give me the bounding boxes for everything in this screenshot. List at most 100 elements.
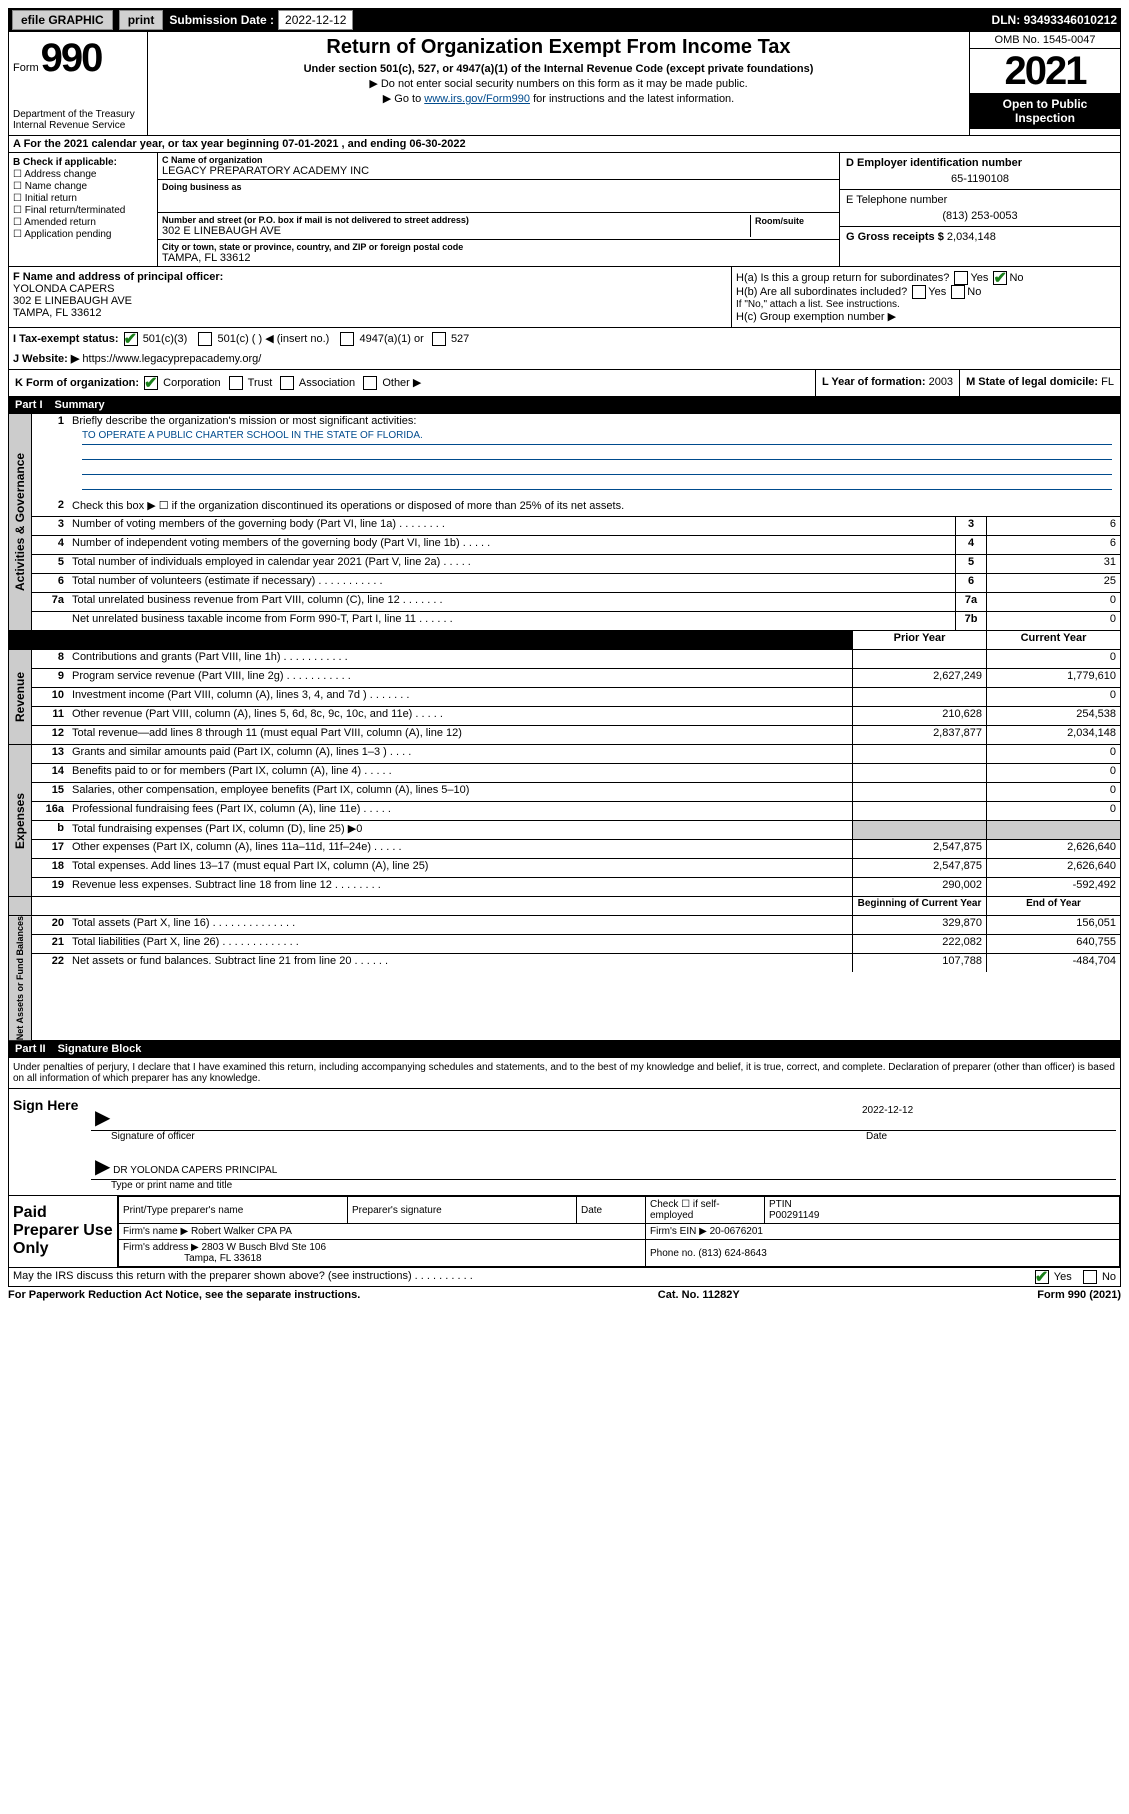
part-2-num: Part II	[15, 1043, 58, 1055]
hb-no-checkbox[interactable]	[951, 285, 965, 299]
preparer-section: Paid Preparer Use Only Print/Type prepar…	[8, 1196, 1121, 1268]
tax-status-block: I Tax-exempt status: 501(c)(3) 501(c) ( …	[8, 328, 1121, 370]
box-deg: D Employer identification number 65-1190…	[839, 153, 1120, 266]
opt-assoc: Association	[299, 377, 355, 389]
check-amended[interactable]: ☐ Amended return	[13, 217, 153, 228]
d5: Total number of individuals employed in …	[68, 555, 955, 573]
prep-date-hdr: Date	[577, 1197, 646, 1224]
assoc-checkbox[interactable]	[280, 376, 294, 390]
corp-checkbox[interactable]	[144, 376, 158, 390]
header-right: OMB No. 1545-0047 2021 Open to Public In…	[969, 32, 1120, 135]
d11: Other revenue (Part VIII, column (A), li…	[68, 707, 852, 725]
d21: Total liabilities (Part X, line 26) . . …	[68, 935, 852, 953]
check-initial-return[interactable]: ☐ Initial return	[13, 193, 153, 204]
tax-year: 2021	[970, 49, 1120, 93]
department-text: Department of the Treasury Internal Reve…	[13, 109, 143, 131]
spacer	[9, 631, 32, 649]
v22c: -484,704	[986, 954, 1120, 972]
form-footer: Form 990 (2021)	[1037, 1289, 1121, 1301]
v4: 6	[986, 536, 1120, 554]
d12: Total revenue—add lines 8 through 11 (mu…	[68, 726, 852, 744]
4947-checkbox[interactable]	[340, 332, 354, 346]
n16a: 16a	[32, 802, 68, 820]
501c3-checkbox[interactable]	[124, 332, 138, 346]
mission-label: Briefly describe the organization's miss…	[68, 414, 1120, 428]
identity-block: B Check if applicable: ☐ Address change …	[8, 153, 1121, 267]
n21: 21	[32, 935, 68, 953]
year-formation: 2003	[929, 376, 953, 388]
irs-link[interactable]: www.irs.gov/Form990	[424, 93, 530, 105]
n9: 9	[32, 669, 68, 687]
501c-checkbox[interactable]	[198, 332, 212, 346]
mission-blank-3	[82, 475, 1112, 490]
d8: Contributions and grants (Part VIII, lin…	[68, 650, 852, 668]
form-org-label: K Form of organization:	[15, 377, 139, 389]
form-org-block: K Form of organization: Corporation Trus…	[8, 370, 1121, 397]
d20: Total assets (Part X, line 16) . . . . .…	[68, 916, 852, 934]
sign-here-label: Sign Here	[9, 1089, 87, 1195]
check-name-change[interactable]: ☐ Name change	[13, 181, 153, 192]
d9: Program service revenue (Part VIII, line…	[68, 669, 852, 687]
box-e: E Telephone number (813) 253-0053	[840, 190, 1120, 227]
box-i-j: I Tax-exempt status: 501(c)(3) 501(c) ( …	[9, 328, 732, 369]
d3: Number of voting members of the governin…	[68, 517, 955, 535]
hb-no: No	[967, 286, 981, 298]
penalties-statement: Under penalties of perjury, I declare th…	[8, 1058, 1121, 1089]
part-1-num: Part I	[15, 399, 55, 411]
chk-3: Final return/terminated	[25, 205, 126, 216]
d22: Net assets or fund balances. Subtract li…	[68, 954, 852, 972]
form-header: Form 990 Department of the Treasury Inte…	[8, 32, 1121, 136]
sign-date-label: Date	[866, 1131, 1116, 1142]
year-header-row: Prior Year Current Year	[8, 631, 1121, 650]
d16a: Professional fundraising fees (Part IX, …	[68, 802, 852, 820]
ptin-value: P00291149	[769, 1210, 819, 1221]
top-bar: efile GRAPHIC print Submission Date : 20…	[8, 8, 1121, 32]
current-year-header: Current Year	[986, 631, 1120, 649]
officer-name: YOLONDA CAPERS	[13, 283, 114, 295]
d16b: Total fundraising expenses (Part IX, col…	[68, 821, 852, 839]
v13p	[852, 745, 986, 763]
d15: Salaries, other compensation, employee b…	[68, 783, 852, 801]
other-checkbox[interactable]	[363, 376, 377, 390]
check-address-change[interactable]: ☐ Address change	[13, 169, 153, 180]
n18: 18	[32, 859, 68, 877]
v14p	[852, 764, 986, 782]
dln: DLN: 93493346010212	[992, 13, 1117, 27]
n12: 12	[32, 726, 68, 744]
revenue-section: Revenue 8Contributions and grants (Part …	[8, 650, 1121, 745]
check-final-return[interactable]: ☐ Final return/terminated	[13, 205, 153, 216]
v18p: 2,547,875	[852, 859, 986, 877]
print-button[interactable]: print	[119, 10, 164, 30]
check-application-pending[interactable]: ☐ Application pending	[13, 229, 153, 240]
v8c: 0	[986, 650, 1120, 668]
officer-group-block: F Name and address of principal officer:…	[8, 267, 1121, 328]
trust-checkbox[interactable]	[229, 376, 243, 390]
hb-yes-checkbox[interactable]	[912, 285, 926, 299]
state-domicile-label: M State of legal domicile:	[966, 376, 1098, 388]
ha-yes-checkbox[interactable]	[954, 271, 968, 285]
expenses-section: Expenses 13Grants and similar amounts pa…	[8, 745, 1121, 897]
ha-no-checkbox[interactable]	[993, 271, 1007, 285]
box-m: M State of legal domicile: FL	[960, 370, 1120, 396]
paperwork-footer: For Paperwork Reduction Act Notice, see …	[8, 1287, 1121, 1303]
v15p	[852, 783, 986, 801]
d13: Grants and similar amounts paid (Part IX…	[68, 745, 852, 763]
v15c: 0	[986, 783, 1120, 801]
city-value: TAMPA, FL 33612	[162, 252, 835, 264]
opt-corp: Corporation	[163, 377, 220, 389]
v8p	[852, 650, 986, 668]
submission-date: 2022-12-12	[278, 10, 353, 30]
n14: 14	[32, 764, 68, 782]
header-center: Return of Organization Exempt From Incom…	[148, 32, 969, 135]
opt-other: Other ▶	[382, 377, 421, 389]
b5: 5	[955, 555, 986, 573]
v17p: 2,547,875	[852, 840, 986, 858]
discuss-yes-checkbox[interactable]	[1035, 1270, 1049, 1284]
n3: 3	[32, 517, 68, 535]
spacer2	[9, 897, 32, 915]
discuss-text: May the IRS discuss this return with the…	[13, 1270, 1033, 1284]
discuss-no-checkbox[interactable]	[1083, 1270, 1097, 1284]
box-g: G Gross receipts $ 2,034,148	[840, 227, 1120, 247]
527-checkbox[interactable]	[432, 332, 446, 346]
d10: Investment income (Part VIII, column (A)…	[68, 688, 852, 706]
